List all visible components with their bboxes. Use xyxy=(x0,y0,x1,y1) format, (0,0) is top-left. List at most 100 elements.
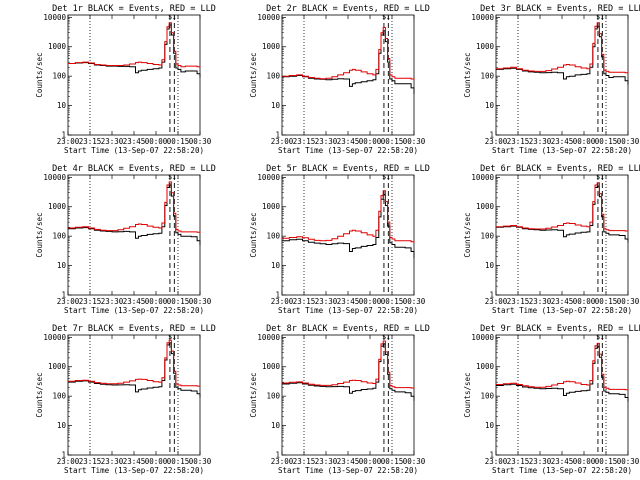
y-tick-label: 10000 xyxy=(471,333,494,342)
y-tick-label: 10000 xyxy=(43,173,66,182)
x-tick-label: 00:30 xyxy=(617,297,640,306)
detector-panel-6: Det 6r BLACK = Events, RED = LLD 1 10 100 10… xyxy=(463,164,640,315)
plot-frame xyxy=(281,174,415,296)
x-tick-label: 23:15 xyxy=(79,297,102,306)
x-tick-label: 00:30 xyxy=(403,297,426,306)
x-tick-label: 00:15 xyxy=(381,457,404,466)
y-tick-label: 100 xyxy=(266,392,280,401)
plot-frame xyxy=(67,174,201,296)
x-tick-label: 00:15 xyxy=(381,137,404,146)
y-tick-label: 100 xyxy=(52,232,66,241)
x-tick-label: 23:30 xyxy=(101,297,124,306)
x-tick-label: 23:15 xyxy=(507,137,530,146)
y-tick-label: 1000 xyxy=(476,202,495,211)
x-tick-label: 00:15 xyxy=(167,457,190,466)
x-tick-label: 23:15 xyxy=(293,137,316,146)
y-tick-label: 1 xyxy=(275,291,280,300)
y-tick-label: 1000 xyxy=(48,42,67,51)
y-tick-label: 10000 xyxy=(257,173,280,182)
y-tick-label: 10 xyxy=(485,261,495,270)
x-tick-label: 23:00 xyxy=(271,137,294,146)
x-tick-label: 00:00 xyxy=(145,457,168,466)
series-line-lld xyxy=(282,190,415,243)
x-tick-label: 00:00 xyxy=(145,297,168,306)
x-axis-label: Start Time (13-Sep-07 22:58:20) xyxy=(278,466,418,475)
y-axis-label: Counts/sec xyxy=(35,212,44,257)
detector-panel-9: Det 9r BLACK = Events, RED = LLD 1 10 100 10… xyxy=(463,324,640,475)
series-line-lld xyxy=(282,340,415,389)
interval-annotation: S1 xyxy=(168,333,176,341)
x-tick-label: 23:00 xyxy=(485,137,508,146)
x-tick-label: 00:00 xyxy=(573,457,596,466)
y-tick-label: 10000 xyxy=(471,13,494,22)
x-axis-label: Start Time (13-Sep-07 22:58:20) xyxy=(64,146,204,155)
y-tick-label: 100 xyxy=(52,72,66,81)
x-tick-label: 00:00 xyxy=(359,297,382,306)
x-tick-label: 00:15 xyxy=(167,137,190,146)
panel-title: Det 7r BLACK = Events, RED = LLD xyxy=(52,324,216,334)
panel-title: Det 6r BLACK = Events, RED = LLD xyxy=(480,164,640,174)
x-tick-label: 00:00 xyxy=(359,137,382,146)
x-tick-label: 00:30 xyxy=(189,137,212,146)
y-tick-label: 1 xyxy=(489,291,494,300)
x-tick-label: 23:30 xyxy=(101,457,124,466)
x-tick-label: 23:15 xyxy=(507,297,530,306)
interval-annotation: S1 xyxy=(382,173,390,181)
y-tick-label: 100 xyxy=(266,72,280,81)
panel-title: Det 2r BLACK = Events, RED = LLD xyxy=(266,4,430,14)
y-tick-label: 100 xyxy=(266,232,280,241)
y-tick-label: 100 xyxy=(480,232,494,241)
series-line-lld xyxy=(68,22,201,68)
x-tick-label: 23:30 xyxy=(315,457,338,466)
interval-annotation: S1 xyxy=(168,173,176,181)
series-line-lld xyxy=(496,22,629,74)
y-tick-label: 1 xyxy=(489,131,494,140)
y-tick-label: 1 xyxy=(275,131,280,140)
x-tick-label: 23:00 xyxy=(57,297,80,306)
series-line-lld xyxy=(282,27,415,80)
x-tick-label: 00:00 xyxy=(573,137,596,146)
x-tick-label: 23:30 xyxy=(101,137,124,146)
y-tick-label: 10 xyxy=(271,421,281,430)
panel-title: Det 5r BLACK = Events, RED = LLD xyxy=(266,164,430,174)
plot-frame xyxy=(495,334,629,456)
series-line-lld xyxy=(496,182,629,232)
x-axis-label: Start Time (13-Sep-07 22:58:20) xyxy=(278,306,418,315)
y-axis-label: Counts/sec xyxy=(463,52,472,97)
y-tick-label: 100 xyxy=(480,392,494,401)
x-tick-label: 23:15 xyxy=(507,457,530,466)
y-tick-label: 10 xyxy=(485,101,495,110)
y-axis-label: Counts/sec xyxy=(35,372,44,417)
detector-panel-2: Det 2r BLACK = Events, RED = LLD 1 10 100 10… xyxy=(249,4,430,155)
y-tick-label: 1 xyxy=(61,451,66,460)
detector-panel-8: Det 8r BLACK = Events, RED = LLD 1 10 100 10… xyxy=(249,324,430,475)
x-tick-label: 00:30 xyxy=(403,457,426,466)
panel-title: Det 4r BLACK = Events, RED = LLD xyxy=(52,164,216,174)
x-tick-label: 23:45 xyxy=(337,297,360,306)
x-tick-label: 23:30 xyxy=(529,297,552,306)
interval-annotation: S1 xyxy=(596,173,604,181)
x-tick-label: 00:30 xyxy=(617,457,640,466)
x-tick-label: 23:45 xyxy=(337,457,360,466)
panel-title: Det 1r BLACK = Events, RED = LLD xyxy=(52,4,216,14)
x-axis-label: Start Time (13-Sep-07 22:58:20) xyxy=(492,146,632,155)
detector-panel-5: Det 5r BLACK = Events, RED = LLD 1 10 100 10… xyxy=(249,164,430,315)
x-tick-label: 23:15 xyxy=(293,297,316,306)
y-tick-label: 10 xyxy=(485,421,495,430)
series-line-events xyxy=(496,346,629,402)
x-tick-label: 00:15 xyxy=(595,137,618,146)
series-line-lld xyxy=(68,181,201,233)
y-tick-label: 1000 xyxy=(476,362,495,371)
y-tick-label: 10 xyxy=(271,261,281,270)
y-tick-label: 10 xyxy=(57,421,67,430)
x-tick-label: 00:30 xyxy=(189,297,212,306)
series-line-events xyxy=(68,342,201,398)
y-tick-label: 100 xyxy=(480,72,494,81)
x-tick-label: 23:15 xyxy=(79,457,102,466)
series-line-events xyxy=(282,343,415,401)
x-tick-label: 23:45 xyxy=(123,137,146,146)
x-tick-label: 23:45 xyxy=(123,297,146,306)
panel-title: Det 3r BLACK = Events, RED = LLD xyxy=(480,4,640,14)
x-tick-label: 23:45 xyxy=(123,457,146,466)
x-tick-label: 23:45 xyxy=(551,457,574,466)
